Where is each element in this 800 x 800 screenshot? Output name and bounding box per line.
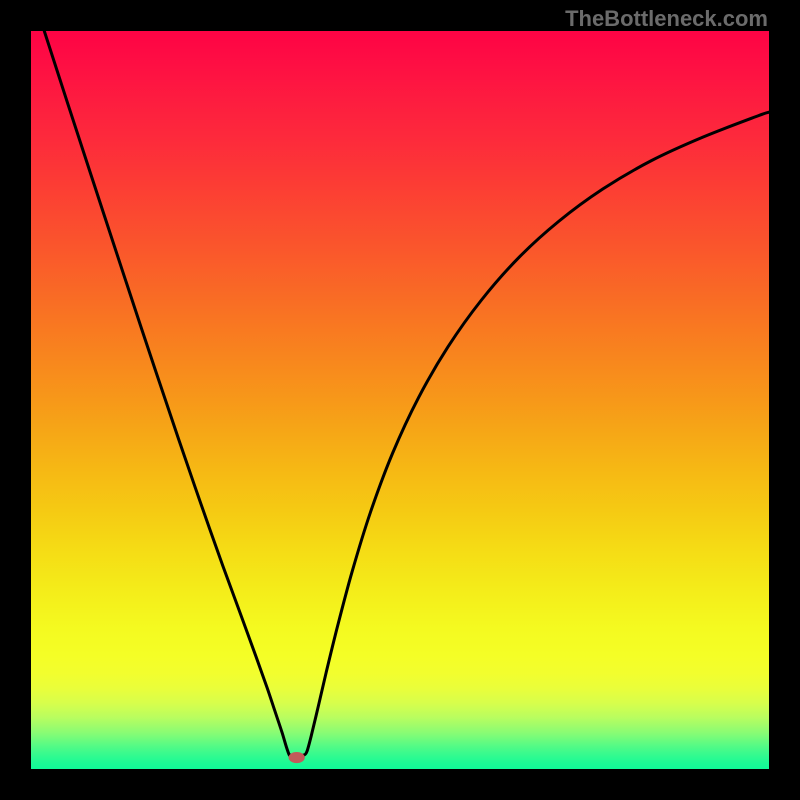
chart-svg (0, 0, 800, 800)
plot-background (31, 31, 769, 769)
minimum-marker (289, 752, 305, 763)
watermark-label: TheBottleneck.com (565, 6, 768, 32)
chart-stage: TheBottleneck.com (0, 0, 800, 800)
